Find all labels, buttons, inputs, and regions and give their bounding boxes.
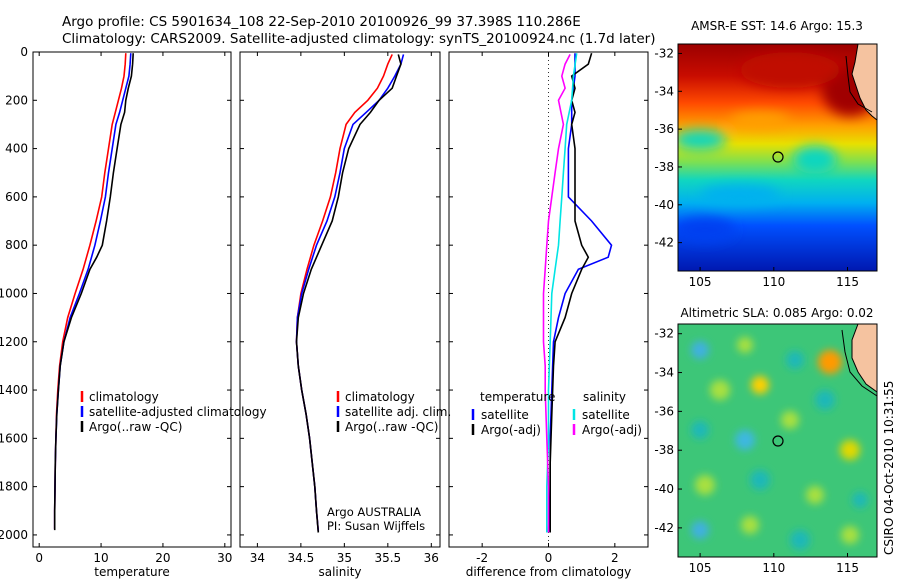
y-tick-label: 1800 [0, 480, 28, 494]
x-tick-label: 0 [35, 551, 43, 565]
x-tick-label: 105 [689, 561, 712, 575]
legend-label: Argo(-adj) [582, 423, 642, 437]
x-tick-label: 10 [93, 551, 108, 565]
argo-position-marker [772, 435, 784, 447]
x-tick-label: 2 [611, 551, 619, 565]
legend-heading: temperature [480, 390, 555, 404]
y-tick-label: 1200 [0, 335, 28, 349]
y-tick-label: 1600 [0, 431, 28, 445]
y-tick-label: 200 [5, 93, 28, 107]
y-tick-label: -36 [654, 122, 674, 136]
sla-map-panel: Altimetric SLA: 0.085 Argo: 0.02 [654, 306, 878, 575]
series-line [53, 53, 134, 531]
x-axis-label: salinity [318, 565, 361, 579]
x-tick-label: 110 [762, 561, 785, 575]
x-tick-label: 0 [545, 551, 553, 565]
x-tick-label: 34 [250, 551, 265, 565]
axes-frame [239, 51, 441, 548]
header-line-1: Argo profile: CS 5901634_108 22-Sep-2010… [62, 14, 581, 30]
header-line-2: Climatology: CARS2009. Satellite-adjuste… [62, 31, 655, 47]
legend-label: satellite [582, 408, 630, 422]
series-line [546, 53, 578, 533]
temperature-profile-panel: 0 200 400 600 800 1000 1200 1400 1600 1800 2000 0 10… [0, 45, 267, 579]
panel-annotation: Argo AUSTRALIA [327, 505, 421, 519]
x-tick-label: 34.5 [288, 551, 315, 565]
legend-label: satellite adj. clim. [345, 405, 451, 419]
side-timestamp-label: CSIRO 04-Oct-2010 10:31:55 [882, 381, 896, 555]
sla-field [678, 324, 877, 557]
x-axis-label: temperature [94, 565, 169, 579]
y-tick-label: -40 [654, 482, 674, 496]
y-tick-label: 600 [5, 190, 28, 204]
panel-annotation: PI: Susan Wijffels [327, 519, 425, 533]
y-tick-label: -42 [654, 521, 674, 535]
x-axis-label: difference from climatology [466, 565, 632, 579]
y-tick-label: -42 [654, 236, 674, 250]
sla-map-axes: 105 110 115 -32 -34 -36 -38 -40 -42 [654, 327, 859, 575]
legend-label: satellite [481, 408, 529, 422]
x-tick-label: 115 [836, 561, 859, 575]
argo-position-marker [772, 151, 784, 163]
sst-map-title: AMSR-E SST: 14.6 Argo: 15.3 [691, 19, 863, 33]
x-tick-label: 20 [155, 551, 170, 565]
y-tick-label: -32 [654, 327, 674, 341]
y-tick-label: -32 [654, 46, 674, 60]
sla-eddies [691, 337, 868, 550]
series-line [549, 52, 593, 533]
y-tick-label: -34 [654, 366, 674, 380]
y-tick-label: 800 [5, 238, 28, 252]
legend-heading: salinity [583, 390, 626, 404]
x-tick-label: 35.5 [374, 551, 401, 565]
x-tick-label: 35 [337, 551, 352, 565]
series-line [53, 53, 132, 529]
x-tick-label: 36 [424, 551, 439, 565]
x-tick-label: 110 [762, 275, 785, 289]
y-tick-label: 400 [5, 142, 28, 156]
legend-label: Argo(..raw -QC) [89, 420, 182, 434]
legend-label: Argo(..raw -QC) [345, 420, 438, 434]
coast-contour [845, 55, 873, 113]
legend-label: climatology [89, 390, 159, 404]
y-tick-label: -36 [654, 404, 674, 418]
y-tick-label: 1400 [0, 383, 28, 397]
sst-map-panel: AMSR-E SST: 14.6 Argo: 15.3 105 110 115 -32… [654, 19, 878, 289]
legend-label: climatology [345, 390, 415, 404]
coast-contour [841, 329, 877, 397]
series-line [295, 54, 393, 532]
legend-label: satellite-adjusted climatology [89, 405, 267, 419]
series-line [547, 53, 613, 533]
y-tick-label: 1000 [0, 286, 28, 300]
land-mass [851, 324, 877, 393]
y-tick-label: 2000 [0, 528, 28, 542]
y-tick-label: -38 [654, 443, 674, 457]
x-tick-label: -2 [476, 551, 488, 565]
series-line [542, 54, 571, 533]
x-tick-label: 115 [836, 275, 859, 289]
land-mass [851, 44, 877, 121]
x-tick-label: 105 [689, 275, 712, 289]
y-tick-label: -38 [654, 160, 674, 174]
legend-label: Argo(-adj) [481, 423, 541, 437]
y-tick-label: -34 [654, 84, 674, 98]
sst-map-axes: 105 110 115 -32 -34 -36 -38 -40 -42 [654, 46, 859, 289]
axes-frame [32, 51, 232, 548]
y-tick-label: -40 [654, 198, 674, 212]
sla-map-title: Altimetric SLA: 0.085 Argo: 0.02 [680, 306, 873, 320]
x-tick-label: 30 [217, 551, 232, 565]
y-tick-label: 0 [20, 45, 28, 59]
series-line [295, 54, 402, 533]
salinity-profile-panel: 34 34.5 35 35.5 36 salinity climatologysatelli… [239, 51, 451, 579]
